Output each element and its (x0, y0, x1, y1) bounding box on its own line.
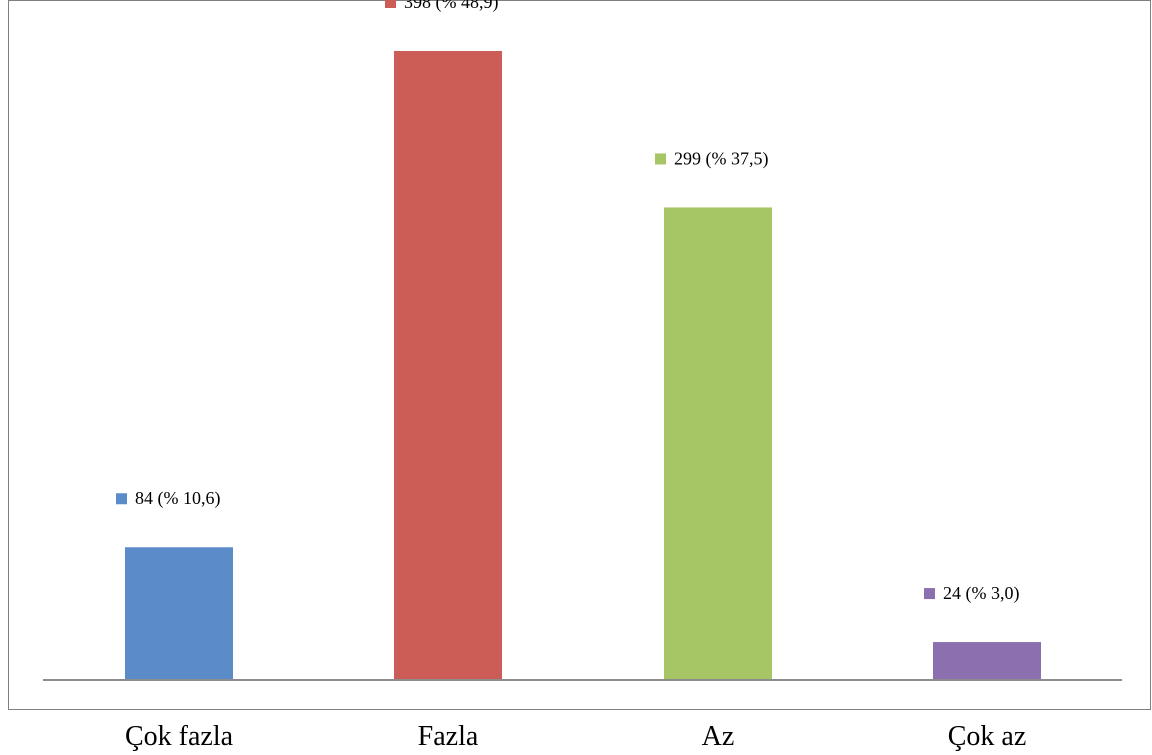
bar-cok-fazla (125, 547, 233, 680)
bar-az (664, 207, 772, 681)
bars-group (125, 51, 1041, 681)
category-label-az: Az (702, 721, 735, 752)
bar-cok-az (933, 642, 1041, 680)
data-label-marker-cok-az (924, 588, 935, 600)
data-label-cok-az: 24 (% 3,0) (943, 583, 1019, 604)
data-label-marker-cok-fazla (116, 493, 127, 505)
category-label-cok-az: Çok az (948, 721, 1027, 752)
data-label-marker-fazla (385, 0, 396, 8)
bar-fazla (394, 51, 502, 680)
data-label-cok-fazla: 84 (% 10,6) (135, 488, 220, 509)
category-label-fazla: Fazla (418, 721, 479, 752)
data-labels-group: 84 (% 10,6) 398 (% 48,9) 299 (% 37,5) 24 (%… (116, 0, 1019, 604)
data-label-marker-az (655, 153, 666, 165)
data-label-az: 299 (% 37,5) (674, 148, 768, 169)
data-label-fazla: 398 (% 48,9) (404, 0, 498, 13)
category-labels-group: Çok fazla Fazla Az Çok az (125, 721, 1026, 752)
category-label-cok-fazla: Çok fazla (125, 721, 234, 752)
